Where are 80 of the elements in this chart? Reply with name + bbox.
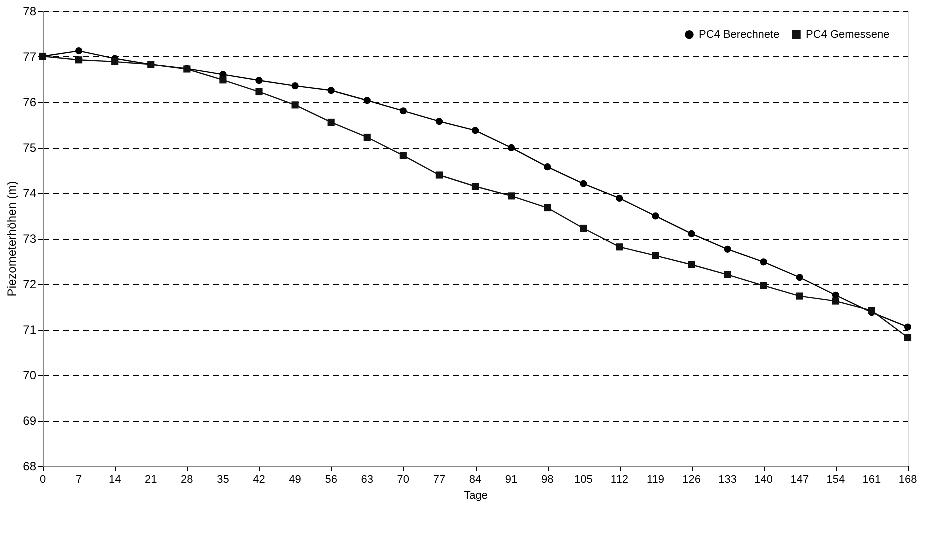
point — [724, 246, 732, 253]
point — [328, 118, 335, 126]
x-tick-label: 77 — [433, 474, 446, 486]
point — [508, 144, 516, 152]
point — [796, 292, 804, 300]
point — [724, 271, 732, 278]
y-tick-label: 72 — [23, 278, 37, 292]
point — [760, 258, 768, 266]
y-tick-label: 75 — [23, 141, 37, 155]
point — [616, 194, 624, 202]
y-tick-label: 70 — [23, 368, 37, 382]
legend-label: PC4 Berechnete — [699, 28, 780, 41]
x-tick-label: 56 — [325, 474, 338, 486]
point — [364, 97, 371, 104]
point — [400, 152, 407, 160]
point — [364, 134, 371, 142]
x-tick-label: 105 — [574, 474, 593, 486]
x-tick-label: 112 — [610, 474, 628, 486]
point — [220, 76, 227, 84]
x-tick-label: 14 — [108, 474, 122, 486]
y-tick-label: 73 — [23, 232, 37, 246]
point — [796, 274, 804, 282]
point — [436, 118, 443, 126]
point — [652, 252, 660, 260]
point — [256, 77, 263, 84]
legend-label: PC4 Gemessene — [806, 28, 890, 41]
x-tick-label: 140 — [754, 474, 774, 486]
point — [436, 172, 443, 179]
point — [580, 180, 588, 188]
point — [904, 334, 912, 342]
x-tick-label: 91 — [505, 474, 518, 486]
x-tick-label: 161 — [862, 474, 882, 486]
point — [832, 292, 840, 299]
point — [292, 102, 299, 109]
y-tick-label: 71 — [23, 323, 37, 337]
point — [76, 48, 83, 55]
y-tick-label: 69 — [23, 414, 37, 428]
y-tick-label: 78 — [23, 4, 37, 18]
x-tick-label: 63 — [361, 474, 374, 486]
point — [508, 192, 516, 200]
x-tick-label: 154 — [826, 474, 846, 486]
point — [472, 127, 480, 134]
point — [688, 230, 696, 238]
x-tick-label: 35 — [217, 474, 230, 486]
point — [904, 324, 912, 331]
x-tick-label: 147 — [790, 474, 810, 486]
x-tick-label: 70 — [397, 474, 410, 486]
x-tick-label: 49 — [289, 474, 302, 486]
point — [832, 298, 840, 305]
x-axis-title: Tage — [464, 490, 488, 502]
point — [76, 56, 83, 64]
x-tick-label: 133 — [718, 474, 737, 486]
point — [328, 87, 335, 94]
x-tick-label: 28 — [181, 474, 194, 486]
y-tick-label: 68 — [23, 460, 37, 474]
x-tick-label: 119 — [646, 474, 664, 486]
x-tick-label: 126 — [682, 474, 701, 486]
y-tick-label: 76 — [23, 96, 37, 110]
point — [544, 204, 552, 212]
point — [256, 88, 263, 96]
x-tick-label: 0 — [40, 474, 46, 486]
x-tick-label: 84 — [469, 474, 482, 486]
point — [472, 183, 480, 190]
point — [400, 108, 407, 115]
point — [580, 224, 588, 232]
point — [112, 58, 119, 66]
point — [652, 212, 660, 220]
x-tick-label: 168 — [898, 474, 918, 486]
y-tick-label: 77 — [23, 50, 37, 64]
point — [616, 244, 624, 251]
y-axis-title: Piezometerhöhen (m) — [5, 181, 20, 297]
x-tick-label: 42 — [253, 474, 266, 486]
x-tick-label: 98 — [541, 474, 554, 486]
point — [292, 82, 299, 90]
y-tick-label: 74 — [23, 186, 37, 200]
point — [544, 164, 552, 171]
point — [688, 261, 696, 268]
x-tick-label: 21 — [145, 474, 158, 486]
point — [760, 282, 768, 290]
x-tick-label: 7 — [76, 474, 82, 486]
